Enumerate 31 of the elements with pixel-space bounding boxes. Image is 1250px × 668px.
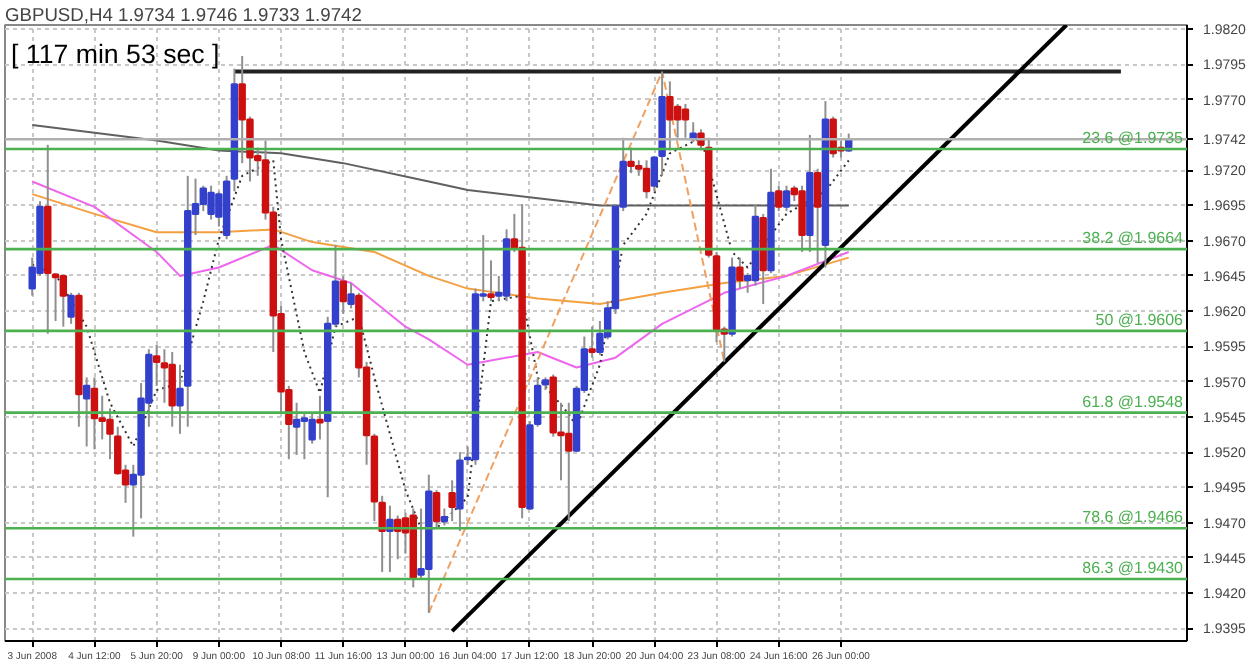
candlestick [736,256,744,290]
line-series [31,193,850,306]
candlestick [432,489,441,530]
line-series [31,180,850,369]
candlestick [642,159,651,200]
candlestick [681,102,690,139]
candlestick [627,146,635,175]
candlestick [207,184,215,221]
candlestick [67,291,75,325]
candlestick [339,274,347,315]
candlestick [673,102,682,139]
ref-line-label: 78.6 @1.9466 [1082,508,1185,527]
candlestick [666,80,674,152]
ref-line-label: 86.3 @1.9430 [1082,558,1185,577]
candlestick [59,273,68,328]
ref-line-label: 38.2 @1.9664 [1082,229,1185,248]
ref-line-label: 61.8 @1.9548 [1082,392,1185,411]
candlestick [565,401,573,523]
ref-line-label: 50 @1.9606 [1095,310,1185,329]
chart-title: GBPUSD,H4 1.9734 1.9746 1.9733 1.9742 [5,5,362,25]
annotation: [ 117 min 53 sec ] [11,39,220,69]
candlestick [588,325,596,359]
candlestick [448,479,456,523]
candlestick [782,184,791,213]
line-series [31,124,850,207]
candlestick [456,451,464,533]
ref-line-label: 23.6 @1.9735 [1082,129,1185,148]
candlestick [798,184,806,253]
candlestick [168,351,176,428]
candlestick [487,259,495,303]
candlestick [813,167,822,265]
